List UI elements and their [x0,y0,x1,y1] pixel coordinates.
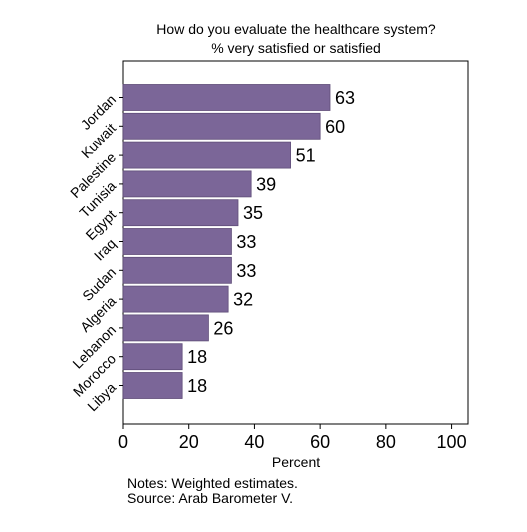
x-tick-label-0: 0 [118,432,128,452]
bar-egypt [122,199,239,227]
x-tick-label-20: 20 [179,432,199,452]
notes-line: Notes: Weighted estimates. [127,475,298,491]
value-label-sudan: 33 [236,261,256,281]
value-label-palestine: 51 [296,146,316,166]
x-axis: 0 20 40 60 80 100 [118,424,467,452]
bar-iraq [122,228,232,255]
category-labels: JordanKuwaitPalestineTunisiaEgyptIraqSud… [67,91,123,414]
bar-sudan [122,256,232,284]
x-tick-label-80: 80 [376,432,396,452]
x-tick-label-100: 100 [437,432,467,452]
bar-morocco [122,343,183,371]
value-label-morocco: 18 [187,347,207,367]
category-label-sudan: Sudan [79,264,119,304]
value-label-tunisia: 39 [256,174,276,194]
value-label-kuwait: 60 [325,117,345,137]
bar-palestine [122,141,291,169]
bar-libya [122,372,183,399]
value-label-egypt: 35 [243,203,263,223]
value-label-algeria: 32 [233,290,253,310]
x-tick-label-40: 40 [244,432,264,452]
source-line: Source: Arab Barometer V. [127,490,293,506]
bar-jordan [122,84,331,111]
bar-kuwait [122,112,321,140]
chart-subtitle: % very satisfied or satisfied [211,40,381,56]
x-axis-label: Percent [272,454,320,470]
value-label-jordan: 63 [335,88,355,108]
bar-algeria [122,285,229,313]
value-label-iraq: 33 [236,232,256,252]
chart-title: How do you evaluate the healthcare syste… [156,21,436,37]
value-label-lebanon: 26 [213,318,233,338]
x-tick-label-60: 60 [310,432,330,452]
bar-lebanon [122,314,209,342]
bar-tunisia [122,170,252,198]
value-label-libya: 18 [187,376,207,396]
